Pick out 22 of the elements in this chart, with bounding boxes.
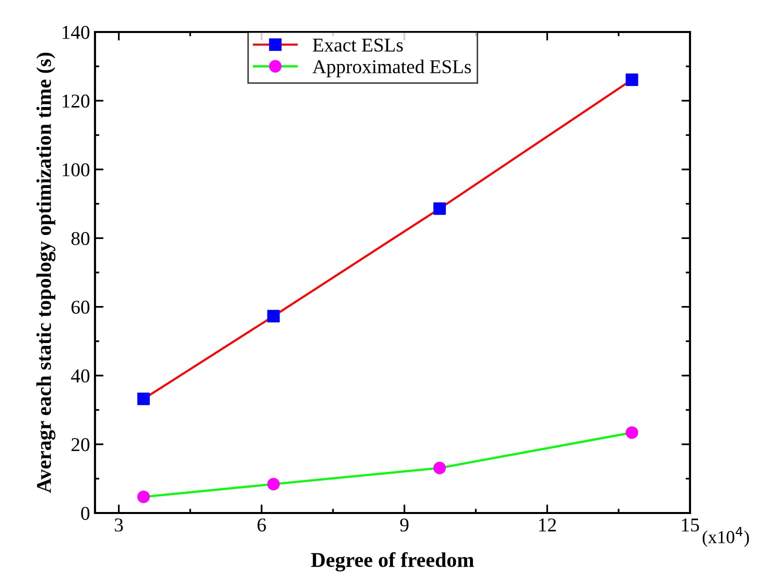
y-tick-label: 0 (81, 506, 90, 520)
y-tick-label: 140 (62, 26, 90, 39)
point (433, 202, 446, 215)
point (267, 310, 280, 322)
x-tick-label: 6 (258, 518, 266, 532)
x-tick-label: 3 (114, 518, 123, 532)
x-tick-label: 15 (682, 518, 699, 532)
y-tick-label: 20 (72, 438, 90, 452)
point (626, 74, 638, 86)
x-tick-label: 12 (539, 518, 556, 532)
y-tick-label: 100 (62, 163, 90, 176)
x-tick-label: 9 (400, 518, 408, 532)
y-tick-label: 80 (71, 232, 90, 246)
point (137, 392, 150, 406)
y-tick-label: 40 (71, 369, 90, 383)
legend-label: Approximated ESLs (312, 60, 471, 78)
y-tick-label: 60 (72, 300, 90, 314)
text: (x10$^{4}$) (702, 526, 749, 547)
x-axis-title: Degree of freedom (311, 552, 474, 572)
legend-label: Exact ESLs (312, 38, 403, 52)
y-axis-title: Averagr each static topology optimization time (s) (36, 52, 56, 493)
y-tick-label: 120 (62, 94, 90, 108)
